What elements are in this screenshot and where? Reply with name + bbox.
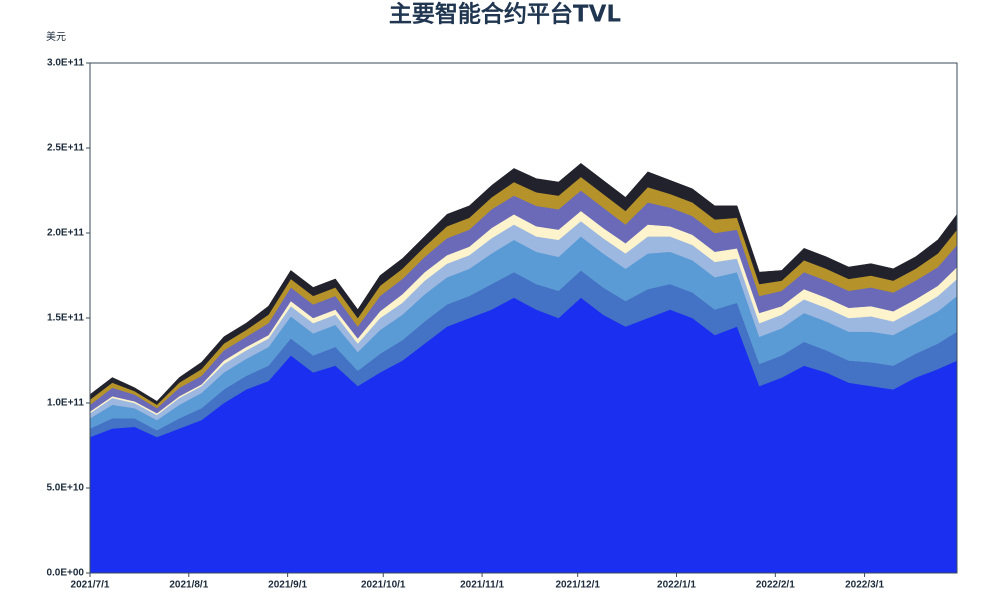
y-tick-label: 0.0E+00 xyxy=(46,568,84,579)
chart-title: 主要智能合约平台TVL xyxy=(389,1,621,28)
x-tick-label: 2022/1/1 xyxy=(657,580,696,591)
x-tick-label: 2021/9/1 xyxy=(268,580,307,591)
y-tick-label: 2.5E+11 xyxy=(47,143,84,154)
x-tick-label: 2022/3/1 xyxy=(845,580,884,591)
y-tick-label: 5.0E+10 xyxy=(46,483,84,494)
plot-area xyxy=(89,162,958,574)
y-tick-label: 1.5E+11 xyxy=(47,313,84,324)
x-tick-label: 2021/10/1 xyxy=(361,580,406,591)
x-tick-label: 2021/7/1 xyxy=(71,580,110,591)
x-tick-label: 2021/8/1 xyxy=(169,580,208,591)
x-tick-label: 2021/12/1 xyxy=(555,580,600,591)
y-tick-label: 2.0E+11 xyxy=(47,228,84,239)
y-tick-label: 1.0E+11 xyxy=(47,398,84,409)
y-tick-label: 3.0E+11 xyxy=(47,58,84,69)
x-tick-label: 2022/2/1 xyxy=(756,580,795,591)
y-axis-unit: 美元 xyxy=(46,30,66,43)
x-tick-label: 2021/11/1 xyxy=(460,580,504,591)
